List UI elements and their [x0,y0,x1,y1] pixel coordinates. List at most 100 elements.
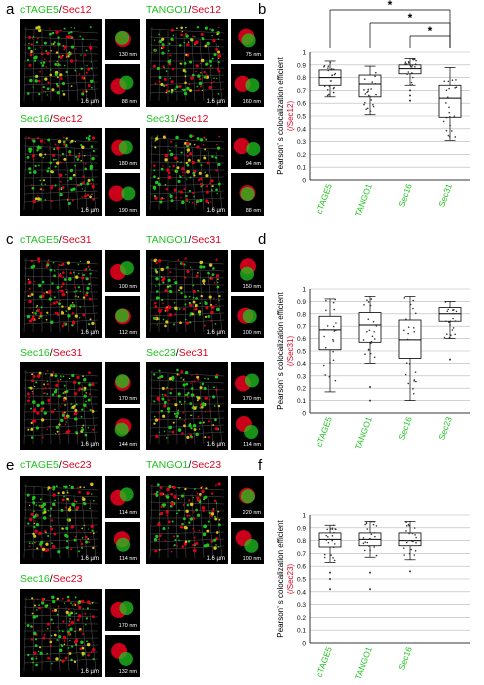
data-point [375,325,378,327]
data-point [451,329,454,331]
y-axis-label: Pearson’ s colocalization efficient [276,57,285,175]
data-point [364,353,366,356]
y-tick-label: 0.7 [297,88,306,95]
data-point [406,73,408,76]
data-point [369,538,372,540]
data-point [448,336,451,339]
data-point [411,83,414,86]
data-point [372,105,375,108]
spot-render [235,416,259,439]
data-point [332,338,334,341]
data-point [412,299,414,302]
spot-render [239,487,256,504]
data-point [374,71,377,74]
data-point [325,309,327,312]
puncta-render [149,26,225,102]
spot-render [111,643,133,666]
data-point [333,308,335,311]
y-tick-label: 0.1 [297,165,306,172]
y-tick-label: 0 [302,641,306,648]
y-tick-label: 0.9 [297,299,306,306]
y-tick-label: 0 [302,178,306,185]
data-point [333,330,336,332]
data-point [365,108,368,110]
data-point [331,539,334,542]
data-point [332,524,335,527]
data-point [446,310,449,313]
colocalization-spot: 170 nm [231,362,264,404]
data-point [407,523,410,526]
colocalization-spot: 144 nm [105,408,140,450]
y-tick-label: 0.8 [297,75,306,82]
colocalization-spot: 100 nm [231,522,264,564]
y-tick-label: 0.8 [297,538,306,545]
data-point [363,102,366,104]
data-point [451,130,453,132]
outlier-point [409,570,411,573]
y-tick-label: 0.2 [297,152,306,159]
data-point [407,382,410,385]
spot-render [110,261,134,280]
data-point [372,103,374,106]
data-point [408,552,411,555]
data-point [371,520,373,523]
data-point [414,63,417,65]
data-point [408,532,410,535]
colocalization-spot: 180 nm [105,128,140,169]
puncta-render [149,368,225,445]
data-point [323,335,325,338]
data-point [328,375,331,378]
image-title: Sec31/Sec12 [146,113,209,125]
data-point [405,530,407,532]
data-point [455,310,458,313]
data-point [413,379,416,381]
data-point [373,520,375,523]
y-axis-label: Pearson’ s colocalization efficient [276,292,285,410]
y-tick-label: 0.1 [297,628,306,635]
data-point [330,554,332,556]
data-point [326,325,329,327]
significance-star: * [388,0,393,12]
image-title: cTAGE5/Sec31 [20,234,92,246]
box-iqr [358,74,382,98]
data-point [322,364,325,367]
y-axis-label: Pearson’ s colocalization efficient [276,520,285,638]
spot-render [238,28,256,48]
colocalization-spot: 114 nm [231,408,264,450]
puncta-render [23,369,99,445]
spot-render [237,307,257,324]
data-point [373,532,376,534]
data-point [375,93,377,96]
data-point [405,362,408,365]
data-point [372,320,375,323]
colocalization-spot: 160 nm [231,64,264,107]
data-point [369,342,372,345]
y-tick-label: 0.5 [297,349,306,356]
data-point [405,541,408,544]
box-iqr [398,532,422,547]
data-point [333,559,336,562]
x-category-label: Sec16 [396,415,414,441]
data-point [332,350,334,353]
colocalization-spot: 130 nm [105,19,140,60]
data-point [413,330,416,333]
spot-render [239,258,256,281]
data-point [370,298,373,300]
data-point [449,324,451,326]
data-point [414,312,417,315]
data-point [370,99,373,101]
data-point [446,96,449,98]
data-point [371,335,374,338]
outlier-point [369,399,371,402]
data-point [364,93,367,95]
outlier-point [409,94,411,97]
data-point [411,76,414,79]
data-point [453,115,456,117]
data-point [454,87,456,89]
data-point [407,71,410,73]
data-point [326,528,329,531]
data-point [325,534,328,537]
data-point [366,330,368,333]
data-point [364,523,366,526]
data-point [362,537,365,539]
